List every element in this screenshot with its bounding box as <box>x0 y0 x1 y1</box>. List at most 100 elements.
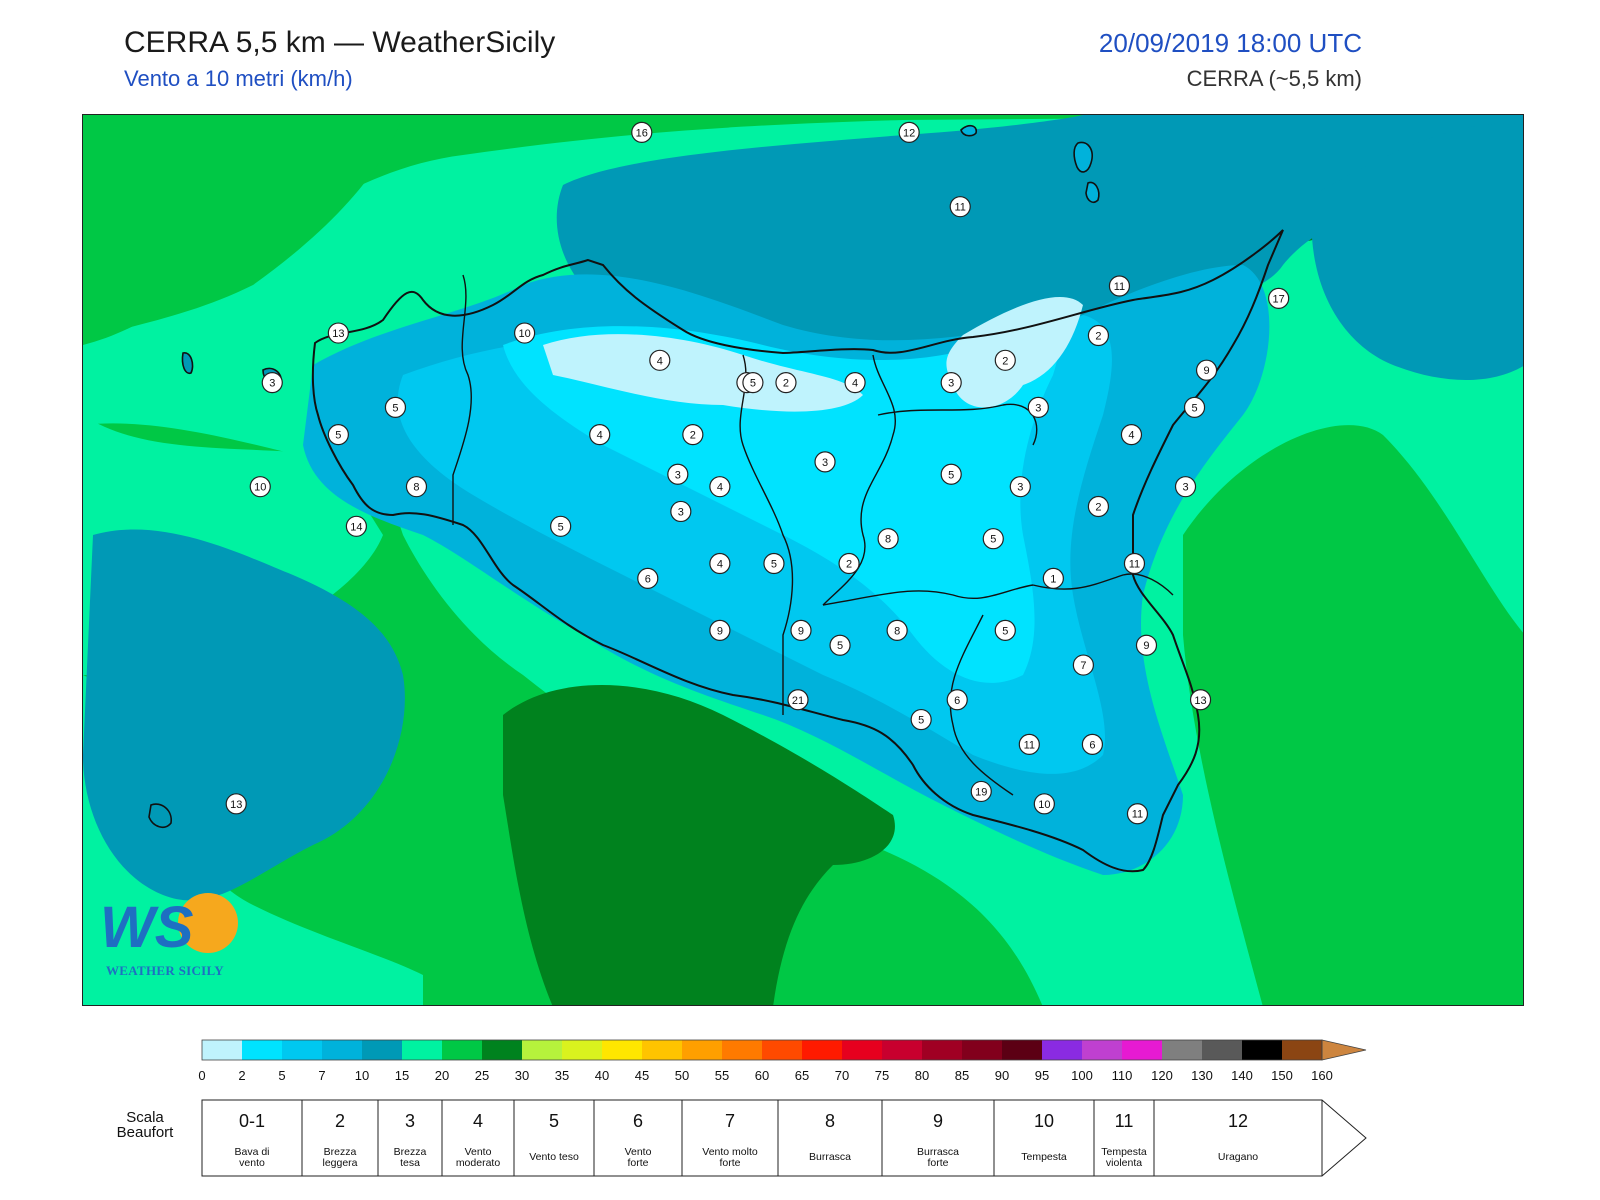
beaufort-number: 6 <box>633 1111 643 1131</box>
station-value: 4 <box>852 378 858 390</box>
station-circle <box>1183 396 1206 418</box>
station-marker: 5 <box>742 372 764 394</box>
wind-field-20-25-east <box>1183 425 1523 1005</box>
colorbar-segment <box>202 1040 242 1060</box>
station-value: 17 <box>1273 293 1285 305</box>
station-marker: 6 <box>1081 733 1104 755</box>
colorbar-tick: 2 <box>238 1068 245 1083</box>
colorbar-tick: 75 <box>875 1068 889 1083</box>
station-value: 21 <box>792 695 804 707</box>
beaufort-cell: 3 Brezza tesa <box>377 1099 443 1177</box>
colorbar-tick: 160 <box>1311 1068 1333 1083</box>
wind-field-10-15-north <box>556 115 1523 358</box>
station-marker: 5 <box>994 619 1016 641</box>
colorbar-tick: 110 <box>1112 1068 1133 1083</box>
station-circle <box>787 689 809 711</box>
station-value: 4 <box>1128 430 1134 442</box>
station-circle <box>982 528 1004 550</box>
colorbar-tick-labels: 0 2 5 7 10 15 20 25 30 35 40 45 50 55 60 65 70 75 80 85 90 95… <box>198 1068 1332 1083</box>
beaufort-cell-box <box>201 1099 303 1177</box>
station-marker: 16 <box>631 121 653 143</box>
colorbar-segment <box>362 1040 402 1060</box>
station-value: 2 <box>1095 501 1101 513</box>
station-marker: 3 <box>814 451 836 473</box>
beaufort-scale-label: Scala Beaufort <box>116 1109 174 1141</box>
colorbar-tick: 150 <box>1271 1068 1293 1083</box>
station-marker: 6 <box>946 689 968 711</box>
colorbar-tick: 130 <box>1191 1068 1213 1083</box>
colorbar-segment <box>1122 1040 1162 1060</box>
station-circle <box>940 372 962 394</box>
colorbar-segment <box>1202 1040 1242 1060</box>
station-value: 8 <box>413 482 419 494</box>
colorbar-tick: 80 <box>915 1068 929 1083</box>
station-value: 3 <box>1017 482 1023 494</box>
beaufort-description: Burrasca <box>809 1151 851 1163</box>
beaufort-number: 11 <box>1115 1111 1134 1131</box>
station-marker: 5 <box>1183 396 1206 418</box>
station-circle <box>1135 634 1158 656</box>
station-value: 11 <box>955 202 966 214</box>
island-ustica-alicudi <box>960 124 978 137</box>
beaufort-number: 8 <box>825 1111 835 1131</box>
wind-field-15-20-sw <box>83 675 423 1005</box>
province-border-enna-catania <box>822 584 1034 606</box>
station-circle <box>1087 324 1110 347</box>
station-value: 10 <box>254 482 266 494</box>
station-circle <box>327 424 349 446</box>
colorbar-tick: 40 <box>595 1068 609 1083</box>
beaufort-number: 7 <box>725 1111 735 1131</box>
beaufort-description: Brezza leggera <box>322 1146 357 1169</box>
beaufort-cell: 2 Brezza leggera <box>301 1099 379 1177</box>
beaufort-cell-box <box>681 1099 779 1177</box>
station-marker: 9 <box>1195 359 1218 381</box>
station-value: 11 <box>1129 558 1140 570</box>
station-circle <box>775 372 797 394</box>
colorbar-segment <box>922 1040 962 1060</box>
station-value: 11 <box>1114 281 1125 293</box>
station-circle <box>637 567 659 589</box>
colorbar-tick: 10 <box>355 1068 369 1083</box>
beaufort-cell: 11 Tempesta violenta <box>1093 1099 1155 1177</box>
station-circle <box>1120 424 1143 446</box>
station-marker: 4 <box>1120 424 1143 446</box>
station-value: 1 <box>1050 573 1056 585</box>
colorbar-tick: 60 <box>755 1068 769 1083</box>
station-circle <box>261 372 283 394</box>
station-marker: 3 <box>940 372 962 394</box>
station-marker: 5 <box>982 528 1004 550</box>
colorbar-tick: 5 <box>278 1068 285 1083</box>
station-marker: 17 <box>1268 287 1290 309</box>
station-value: 10 <box>1038 799 1050 811</box>
colorbar-segment <box>842 1040 882 1060</box>
station-marker: 3 <box>1174 476 1197 498</box>
beaufort-number: 0-1 <box>239 1111 265 1131</box>
station-circle <box>1072 654 1094 676</box>
colorbar-tick: 20 <box>435 1068 449 1083</box>
station-marker: 7 <box>1072 654 1094 676</box>
colorbar-segment <box>1242 1040 1282 1060</box>
station-circle <box>886 619 908 641</box>
station-value: 3 <box>948 378 954 390</box>
colorbar-segment <box>442 1040 482 1060</box>
wind-map-canvas: 1612111117131042293235545355424335108433… <box>83 115 1523 1005</box>
station-value: 2 <box>846 558 852 570</box>
valid-datetime: 20/09/2019 18:00 UTC <box>1098 28 1362 58</box>
colorbar-segment <box>682 1040 722 1060</box>
station-value: 3 <box>675 469 681 481</box>
colorbar-tick: 45 <box>635 1068 649 1083</box>
station-marker: 5 <box>384 396 407 418</box>
station-marker: 3 <box>1027 396 1049 418</box>
station-value: 14 <box>350 521 362 533</box>
station-marker: 5 <box>940 463 962 485</box>
beaufort-cell: 5 Vento teso <box>513 1099 595 1177</box>
station-marker: 10 <box>249 476 271 498</box>
station-marker: 12 <box>898 121 920 143</box>
beaufort-scale: 0-1 Bava di vento 2 Brezza leggera 3 Brezza tesa… <box>201 1099 1367 1177</box>
island-vulcano <box>1085 181 1100 203</box>
wind-speed-colorbar <box>201 1039 1367 1061</box>
station-circle <box>790 619 812 641</box>
station-value: 6 <box>954 695 960 707</box>
beaufort-cell-box <box>377 1099 443 1177</box>
colorbar-tick: 0 <box>198 1068 205 1083</box>
